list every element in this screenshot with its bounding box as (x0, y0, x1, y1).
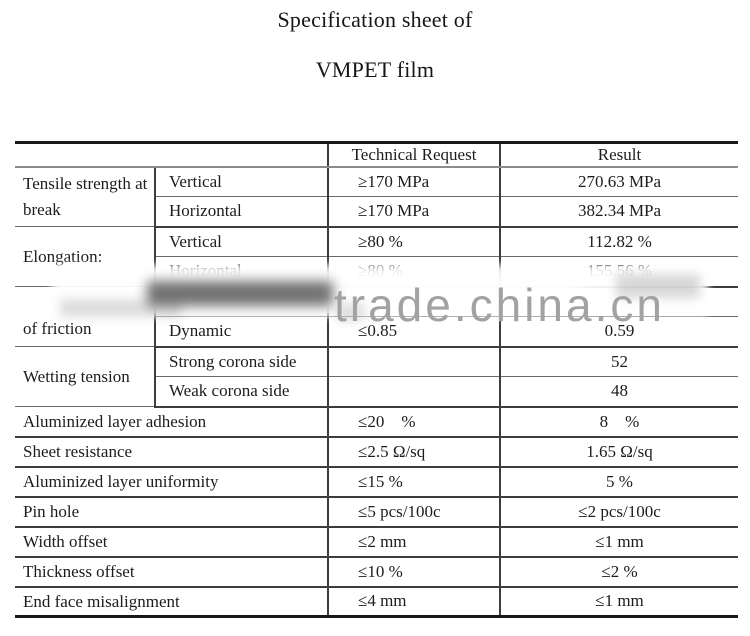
row-label-aluminized-layer-adhesion: Aluminized layer adhesion (15, 406, 328, 438)
table-row: Aluminized layer adhesion ≤20 % 8 % (15, 406, 738, 438)
table-row-obscured: of friction (15, 286, 738, 347)
table-row: Wetting tension Strong corona side 52 (15, 346, 738, 407)
header-result: Result (499, 142, 738, 168)
cell-technical-request: ≥80 % (327, 226, 500, 257)
document-title-line2: VMPET film (315, 57, 435, 82)
cell-technical-request: ≥170 MPa (327, 166, 500, 197)
cell-result: ≤1 mm (499, 586, 738, 617)
cell-result: 382.34 MPa (499, 196, 738, 228)
group-label-elongation: Elongation: (15, 226, 155, 287)
spec-table-wrap: Technical Request Result Tensile strengt… (15, 141, 738, 618)
cell-result: ≤1 mm (499, 526, 738, 558)
cell-technical-request: ≥170 MPa (327, 196, 500, 228)
table-header-row: Technical Request Result (15, 142, 738, 168)
row-label-width-offset: Width offset (15, 526, 328, 558)
row-label-pin-hole: Pin hole (15, 496, 328, 528)
sub-label: Vertical (154, 226, 328, 257)
header-property-cell (15, 142, 328, 168)
row-label-sheet-resistance: Sheet resistance (15, 436, 328, 468)
sub-label: Weak corona side (154, 376, 328, 408)
header-technical-request: Technical Request (327, 142, 500, 168)
table-row: Weak corona side 48 (15, 376, 738, 408)
cell-technical-request: ≤2.5 Ω/sq (327, 436, 500, 468)
cell-technical-request: ≤2 mm (327, 526, 500, 558)
document-title-line1: Specification sheet of (277, 7, 473, 32)
spec-table: Technical Request Result Tensile strengt… (15, 141, 738, 618)
cell-result: 5 % (499, 466, 738, 498)
cell-technical-request: ≤0.85 (327, 316, 500, 348)
cell-result: ≤2 pcs/100c (499, 496, 738, 528)
group-label-tensile-strength: Tensile strength at break (15, 166, 155, 227)
table-row: Aluminized layer uniformity ≤15 % 5 % (15, 466, 738, 498)
row-label-end-face-misalignment: End face misalignment (23, 591, 180, 611)
cell-result: 112.82 % (499, 226, 738, 257)
sub-label: Horizontal (154, 256, 328, 288)
cell-technical-request (327, 286, 500, 317)
table-row: Horizontal ≥170 MPa 382.34 MPa (15, 196, 738, 228)
table-row: Sheet resistance ≤2.5 Ω/sq 1.65 Ω/sq (15, 436, 738, 468)
cell-result: ≤2 % (499, 556, 738, 588)
group-label-friction: of friction (15, 286, 155, 347)
cell-technical-request: ≤15 % (327, 466, 500, 498)
table-row: Elongation: Vertical ≥80 % 112.82 % (15, 226, 738, 287)
table-row: Tensile strength at break Vertical ≥170 … (15, 166, 738, 227)
cell-result: 1.65 Ω/sq (499, 436, 738, 468)
cell-technical-request: ≤5 pcs/100c (327, 496, 500, 528)
group-label-wetting-tension: Wetting tension (15, 346, 155, 407)
sub-label: Strong corona side (154, 346, 328, 377)
sub-label: Vertical (154, 166, 328, 197)
table-row: Pin hole ≤5 pcs/100c ≤2 pcs/100c (15, 496, 738, 528)
cell-technical-request: ≤10 % (327, 556, 500, 588)
row-label-aluminized-layer-uniformity: Aluminized layer uniformity (15, 466, 328, 498)
row-label-thickness-offset: Thickness offset (15, 556, 328, 588)
cell-result: 52 (499, 346, 738, 377)
cell-result: 8 % (499, 406, 738, 438)
sub-label (154, 286, 328, 317)
cell-technical-request (327, 346, 500, 377)
cell-result: 270.63 MPa (499, 166, 738, 197)
table-row: Dynamic ≤0.85 0.59 (15, 316, 738, 348)
sub-label: Dynamic (154, 316, 328, 348)
sub-label: Horizontal (154, 196, 328, 228)
cell-technical-request (327, 376, 500, 408)
table-row: End face misalignment ≤4 mm ≤1 mm (15, 586, 738, 617)
cell-result (499, 286, 738, 317)
cell-result: 155.56 % (499, 256, 738, 288)
cell-technical-request: ≤20 % (327, 406, 500, 438)
table-row: Width offset ≤2 mm ≤1 mm (15, 526, 738, 558)
cell-result: 0.59 (499, 316, 738, 348)
table-row: Thickness offset ≤10 % ≤2 % (15, 556, 738, 588)
cell-result: 48 (499, 376, 738, 408)
cell-technical-request: ≤4 mm (327, 586, 500, 617)
cell-technical-request: ≥80 % (327, 256, 500, 288)
